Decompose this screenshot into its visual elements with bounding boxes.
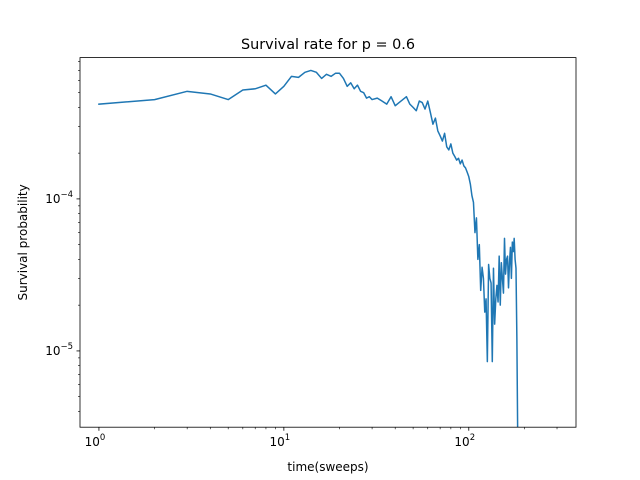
y-tick-label: 10−5 — [45, 342, 73, 358]
x-tick-label: 101 — [270, 433, 291, 449]
y-axis-ticks: 10−5 10−4 — [45, 61, 80, 412]
x-axis-label: time(sweeps) — [287, 460, 368, 474]
y-tick-label: 10−4 — [45, 190, 73, 206]
x-axis-ticks: 100 101 102 — [85, 427, 558, 449]
y-axis-label: Survival probability — [16, 184, 30, 300]
series-line — [98, 69, 519, 428]
x-tick-label: 100 — [85, 433, 106, 449]
plot-frame — [79, 57, 577, 428]
chart-title: Survival rate for p = 0.6 — [241, 37, 415, 53]
x-tick-label: 102 — [454, 433, 475, 449]
